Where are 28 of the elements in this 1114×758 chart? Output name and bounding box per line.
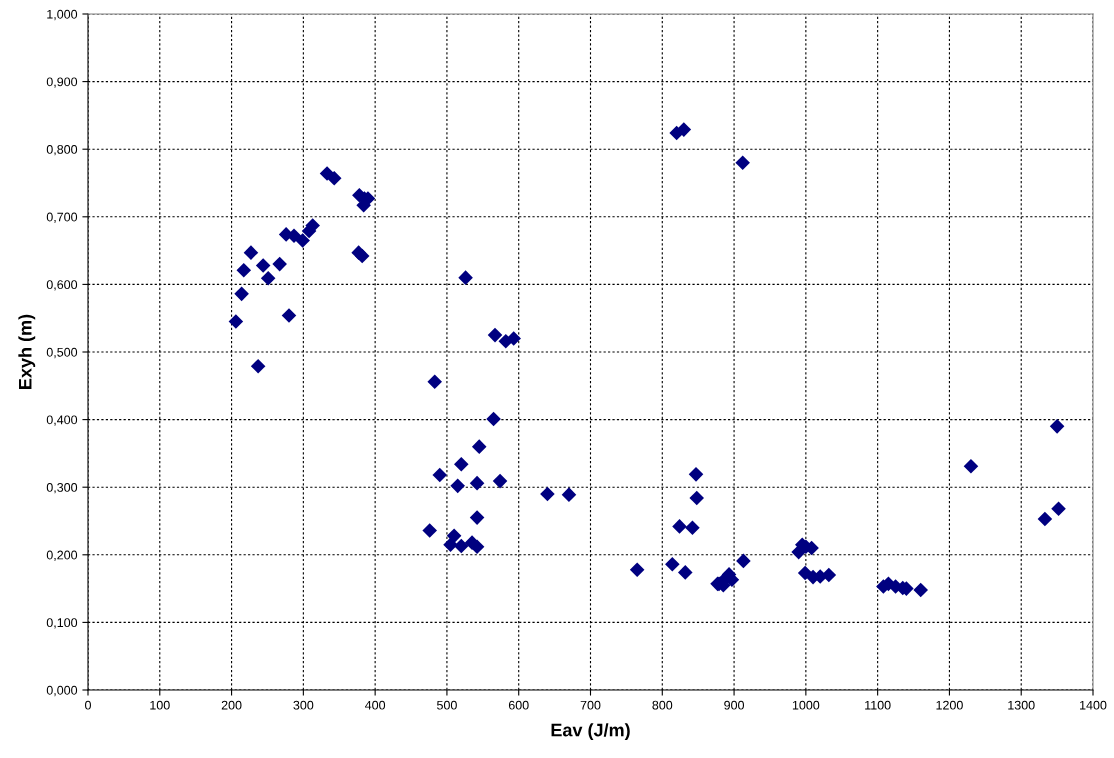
x-tick-label: 500 bbox=[437, 700, 457, 710]
y-tick-label: 0,800 bbox=[46, 145, 78, 156]
x-tick-label: 900 bbox=[724, 700, 745, 710]
x-tick-label: 0 bbox=[85, 700, 91, 710]
x-tick-label: 300 bbox=[293, 700, 314, 710]
y-tick-label: 1,000 bbox=[47, 9, 78, 21]
x-tick-label: 700 bbox=[580, 700, 601, 710]
x-axis-title: Eav (J/m) bbox=[551, 723, 630, 741]
y-tick-label: 0,900 bbox=[46, 77, 78, 88]
y-tick-label: 0,600 bbox=[46, 280, 78, 291]
x-tick-label: 1300 bbox=[1008, 700, 1035, 710]
x-tick-label: 200 bbox=[221, 700, 242, 710]
x-tick-label: 1400 bbox=[1080, 700, 1107, 710]
x-tick-label: 600 bbox=[508, 700, 529, 710]
y-tick-label: 0,200 bbox=[46, 550, 78, 561]
x-tick-label: 400 bbox=[365, 700, 386, 710]
y-tick-label: 0,400 bbox=[46, 415, 78, 426]
y-axis-title: Exyh (m) bbox=[18, 314, 36, 389]
y-tick-label: 0,100 bbox=[46, 618, 78, 629]
x-tick-label: 1200 bbox=[936, 700, 963, 710]
x-tick-label: 1100 bbox=[865, 700, 891, 710]
x-tick-label: 100 bbox=[150, 700, 170, 710]
y-tick-label: 0,000 bbox=[46, 685, 78, 697]
x-tick-label: 800 bbox=[652, 700, 673, 710]
y-tick-label: 0,300 bbox=[46, 483, 78, 494]
y-tick-label: 0,700 bbox=[46, 212, 78, 223]
y-tick-label: 0,500 bbox=[46, 347, 78, 359]
x-tick-label: 1000 bbox=[792, 700, 820, 710]
